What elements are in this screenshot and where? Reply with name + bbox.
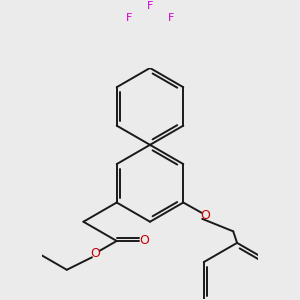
Text: O: O [139,235,149,248]
Text: F: F [168,13,174,23]
Text: O: O [200,208,210,221]
Text: O: O [90,247,100,260]
Text: F: F [126,13,132,23]
Text: F: F [147,2,153,11]
